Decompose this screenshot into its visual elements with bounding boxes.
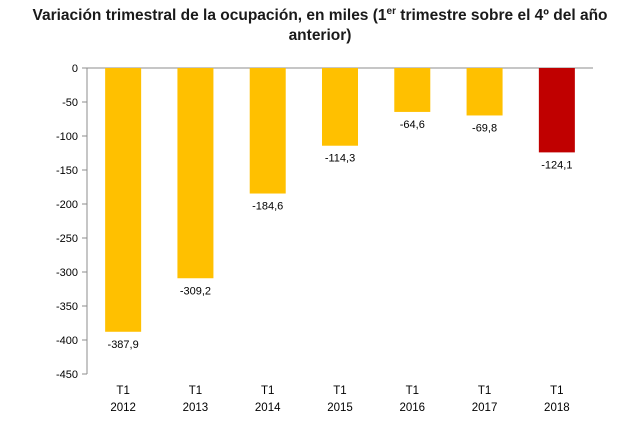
y-tick-label: -50: [62, 97, 78, 109]
data-label: -309,2: [180, 285, 211, 297]
bar: [105, 68, 142, 332]
y-tick-label: -200: [56, 199, 78, 211]
x-category-label: T1: [550, 385, 563, 397]
x-category-year: 2016: [399, 402, 425, 414]
x-category-year: 2017: [472, 402, 498, 414]
y-tick-label: -300: [56, 267, 78, 279]
x-category-year: 2012: [110, 402, 136, 414]
x-category-label: T1: [189, 385, 202, 397]
chart-title: Variación trimestral de la ocupación, en…: [32, 6, 608, 45]
y-tick-label: -450: [56, 369, 78, 381]
data-label: -69,8: [472, 122, 497, 134]
data-label: -114,3: [325, 153, 355, 165]
y-tick-label: -350: [56, 301, 78, 313]
y-tick-label: 0: [72, 63, 78, 75]
bar: [394, 68, 431, 112]
data-label: -387,9: [108, 339, 139, 351]
x-category-label: T1: [333, 385, 346, 397]
x-category-year: 2015: [327, 402, 353, 414]
bar: [177, 68, 214, 279]
x-category-year: 2013: [183, 402, 209, 414]
y-tick-label: -150: [56, 165, 78, 177]
x-category-label: T1: [478, 385, 491, 397]
y-tick-label: -100: [56, 131, 78, 143]
bar: [466, 68, 503, 116]
bar: [249, 68, 286, 194]
data-label: -124,1: [541, 159, 572, 171]
x-category-year: 2014: [255, 402, 281, 414]
x-category-label: T1: [261, 385, 274, 397]
x-category-label: T1: [116, 385, 129, 397]
y-tick-label: -250: [56, 233, 78, 245]
x-category-label: T1: [406, 385, 419, 397]
data-label: -64,6: [400, 119, 425, 131]
x-category-year: 2018: [544, 402, 570, 414]
y-tick-label: -400: [56, 335, 78, 347]
data-label: -184,6: [252, 201, 283, 213]
bar: [538, 68, 575, 153]
bar: [322, 68, 358, 146]
